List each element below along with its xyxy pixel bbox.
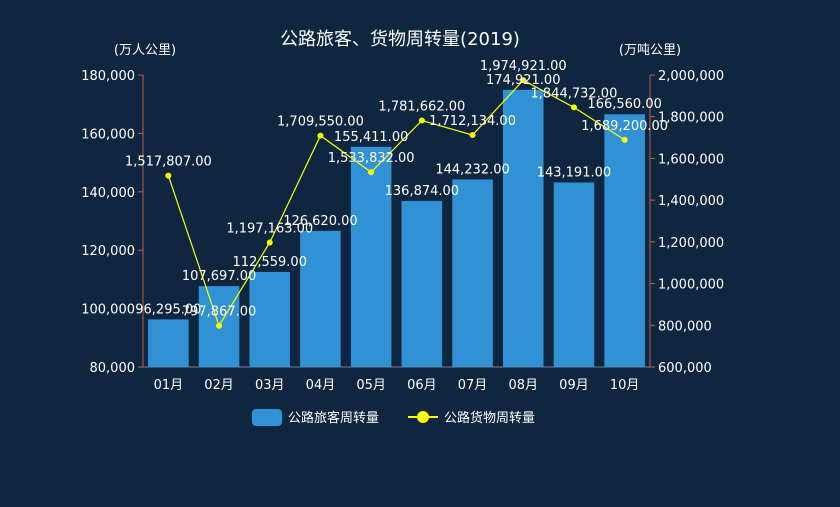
- y-left-tick-label: 160,000: [81, 127, 135, 142]
- line-point[interactable]: [266, 239, 273, 246]
- y-right-tick-label: 1,800,000: [658, 111, 724, 126]
- y-left-tick-label: 140,000: [81, 186, 135, 201]
- data-labels: 96,295.00107,697.00112,559.00126,620.001…: [125, 59, 668, 319]
- y-axis-left-label: (万人公里): [114, 43, 176, 58]
- line-data-label: 1,974,921.00: [480, 59, 567, 74]
- legend-bar-label[interactable]: 公路旅客周转量: [288, 410, 379, 426]
- line-point[interactable]: [317, 132, 324, 139]
- chart-title: 公路旅客、货物周转量(2019): [280, 29, 520, 50]
- line-data-label: 1,712,134.00: [429, 114, 516, 129]
- line-data-label: 797,867.00: [182, 305, 256, 320]
- bar[interactable]: [553, 182, 595, 367]
- line-point[interactable]: [469, 132, 476, 139]
- line-point[interactable]: [216, 322, 223, 329]
- bar[interactable]: [249, 271, 291, 367]
- y-left-tick-label: 100,000: [81, 303, 135, 318]
- bar-data-label: 144,232.00: [435, 162, 509, 177]
- bar-data-label: 96,295.00: [135, 302, 201, 317]
- line-data-label: 1,517,807.00: [125, 155, 212, 170]
- bar-series: [148, 89, 645, 367]
- bar-data-label: 126,620.00: [283, 214, 357, 229]
- bar-data-label: 166,560.00: [587, 97, 661, 112]
- y-right-tick-label: 2,000,000: [658, 69, 724, 84]
- bar-data-label: 174,921.00: [486, 73, 560, 88]
- bar-data-label: 136,874.00: [385, 184, 459, 199]
- y-left-tick-label: 80,000: [90, 361, 136, 376]
- bar[interactable]: [401, 200, 443, 367]
- axes: 80,000 100,000 120,000 140,000 160,000 180,00…: [81, 69, 724, 393]
- line-data-label: 1,689,200.00: [581, 119, 668, 134]
- bar[interactable]: [148, 319, 189, 367]
- x-tick-label: 06月: [407, 378, 437, 393]
- legend-line-label[interactable]: 公路货物周转量: [444, 410, 535, 426]
- bar[interactable]: [452, 179, 493, 367]
- line-point[interactable]: [165, 172, 172, 179]
- x-tick-label: 04月: [306, 378, 336, 393]
- x-tick-label: 03月: [255, 378, 285, 393]
- y-left-tick-label: 180,000: [81, 69, 135, 84]
- line-data-label: 1,197,163.00: [226, 221, 313, 236]
- line-data-label: 1,709,550.00: [277, 115, 364, 130]
- bar[interactable]: [604, 114, 645, 367]
- y-right-tick-label: 1,400,000: [658, 194, 724, 209]
- x-tick-label: 10月: [610, 378, 640, 393]
- y-right-tick-label: 600,000: [658, 361, 712, 376]
- line-point[interactable]: [570, 104, 577, 111]
- legend-line-marker[interactable]: [417, 411, 429, 423]
- legend[interactable]: 公路旅客周转量 公路货物周转量: [252, 409, 535, 426]
- line-point[interactable]: [520, 77, 527, 84]
- x-tick-label: 05月: [356, 378, 386, 393]
- y-left-tick-label: 120,000: [81, 244, 135, 259]
- line-series: [165, 77, 628, 329]
- x-tick-label: 02月: [204, 378, 234, 393]
- x-tick-label: 09月: [559, 378, 589, 393]
- series-line: [167, 79, 625, 328]
- bar-data-label: 112,559.00: [233, 255, 307, 270]
- y-axis-right-label: (万吨公里): [619, 43, 681, 58]
- x-tick-label: 08月: [508, 378, 538, 393]
- line-data-label: 1,533,832.00: [328, 151, 415, 166]
- legend-bar-swatch[interactable]: [252, 409, 282, 426]
- x-tick-label: 01月: [154, 378, 184, 393]
- line-data-label: 1,844,732.00: [531, 86, 618, 101]
- bar-data-label: 107,697.00: [182, 269, 256, 284]
- bar-data-label: 155,411.00: [334, 130, 408, 145]
- x-tick-label: 07月: [458, 378, 488, 393]
- y-right-tick-label: 800,000: [658, 319, 712, 334]
- bar-data-label: 143,191.00: [537, 165, 611, 180]
- line-point[interactable]: [368, 169, 375, 176]
- y-right-tick-label: 1,600,000: [658, 152, 724, 167]
- bar[interactable]: [300, 230, 341, 367]
- y-right-tick-label: 1,200,000: [658, 236, 724, 251]
- line-data-label: 1,781,662.00: [378, 100, 465, 115]
- bar[interactable]: [502, 89, 544, 367]
- line-point[interactable]: [621, 136, 628, 143]
- line-point[interactable]: [418, 117, 425, 124]
- bar[interactable]: [350, 146, 392, 367]
- y-right-tick-label: 1,000,000: [658, 278, 724, 293]
